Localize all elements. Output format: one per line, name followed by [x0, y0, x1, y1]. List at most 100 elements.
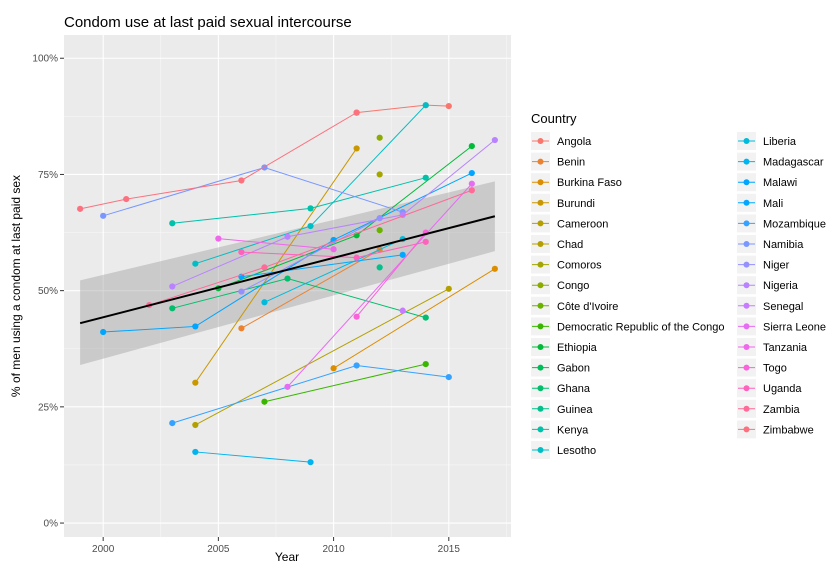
- series-group: [215, 235, 337, 253]
- legend-label: Cameroon: [557, 218, 608, 230]
- data-point: [192, 323, 199, 330]
- trend-line-layer: [79, 215, 496, 325]
- legend-label: Gabon: [557, 363, 590, 375]
- series-line: [194, 148, 358, 383]
- chart-title: Condom use at last paid sexual intercour…: [64, 14, 352, 31]
- data-point: [353, 362, 360, 369]
- legend-item: Côte d'Ivoire: [531, 296, 618, 315]
- legend-label: Mozambique: [763, 218, 826, 230]
- legend-item: Senegal: [737, 296, 803, 315]
- legend-label: Nigeria: [763, 280, 799, 292]
- legend-key-point: [537, 179, 544, 186]
- legend-key-point: [743, 158, 750, 165]
- y-tick-label: 0%: [44, 519, 59, 530]
- data-point: [445, 285, 452, 292]
- legend-label: Zambia: [763, 404, 801, 416]
- legend-item: Zimbabwe: [737, 420, 814, 439]
- legend-item: Liberia: [737, 132, 797, 150]
- legend-key-point: [743, 282, 750, 289]
- confidence-band-layer: [80, 181, 495, 366]
- series-group: [376, 134, 383, 141]
- legend-label: Democratic Republic of the Congo: [557, 321, 725, 333]
- data-point: [284, 275, 291, 282]
- legend-label: Mali: [763, 198, 783, 210]
- data-point: [468, 142, 475, 150]
- data-point: [376, 171, 383, 178]
- data-point: [284, 233, 291, 240]
- legend-item: Togo: [737, 358, 787, 377]
- data-point: [399, 251, 406, 258]
- series-group: [169, 362, 452, 427]
- legend-key-point: [537, 364, 544, 371]
- legend-key-point: [537, 344, 544, 350]
- legend-label: Togo: [763, 363, 787, 375]
- data-point: [284, 383, 291, 390]
- legend-item: Ghana: [531, 379, 591, 398]
- legend-label: Madagascar: [763, 157, 824, 169]
- series-group: [284, 180, 475, 390]
- series-group: [238, 251, 406, 280]
- series-group: [376, 264, 383, 271]
- legend-label: Ethiopia: [557, 342, 598, 354]
- legend-key-point: [537, 261, 544, 268]
- x-tick-label: 2015: [438, 544, 461, 555]
- legend-label: Zimbabwe: [763, 424, 814, 436]
- series-group: [376, 171, 383, 178]
- legend-item: Uganda: [737, 379, 802, 398]
- legend-item: Malawi: [737, 173, 797, 192]
- legend-key-point: [537, 323, 544, 330]
- data-point: [491, 265, 498, 272]
- series-group: [330, 265, 498, 372]
- legend-label: Lesotho: [557, 445, 596, 457]
- legend-item: Burundi: [531, 193, 595, 212]
- series-line: [287, 183, 473, 388]
- data-point: [123, 195, 130, 203]
- y-tick-label: 75%: [38, 170, 58, 181]
- legend-item: Tanzania: [737, 338, 808, 356]
- legend-label: Burundi: [557, 198, 595, 210]
- legend-item: Angola: [531, 132, 592, 150]
- legend-label: Senegal: [763, 301, 803, 313]
- legend-key-point: [537, 220, 544, 227]
- legend-key-point: [537, 282, 544, 289]
- data-point: [307, 205, 314, 212]
- legend-label: Namibia: [763, 239, 804, 251]
- series-group: [77, 109, 360, 212]
- legend-item: Madagascar: [737, 152, 824, 171]
- x-tick-label: 2000: [92, 544, 115, 555]
- x-tick-label: 2010: [322, 544, 345, 555]
- data-point: [100, 212, 107, 219]
- confidence-band: [80, 181, 495, 366]
- legend-label: Sierra Leone: [763, 321, 826, 333]
- series-group: [192, 102, 429, 267]
- data-point: [422, 360, 429, 368]
- data-point: [468, 187, 475, 194]
- legend-label: Liberia: [763, 136, 797, 148]
- legend-key-point: [537, 158, 544, 165]
- series-group: [169, 136, 498, 290]
- data-point: [330, 246, 337, 253]
- legend-key-point: [743, 426, 750, 433]
- legend-label: Guinea: [557, 404, 593, 416]
- series-line: [241, 217, 380, 293]
- legend-item: Niger: [737, 255, 790, 274]
- series-group: [399, 307, 406, 314]
- legend-label: Uganda: [763, 383, 802, 395]
- data-point: [238, 248, 245, 256]
- legend-key-point: [743, 179, 750, 186]
- legend-label: Niger: [763, 260, 790, 272]
- data-point: [376, 215, 383, 222]
- legend-key-point: [743, 261, 750, 268]
- legend-key-point: [743, 138, 750, 144]
- data-point: [238, 177, 245, 184]
- series-group: [100, 169, 475, 336]
- y-tick-label: 50%: [38, 286, 58, 297]
- y-tick-label: 100%: [32, 54, 58, 65]
- data-point: [445, 374, 452, 381]
- data-point: [192, 260, 199, 267]
- legend-key-point: [537, 385, 544, 392]
- data-point: [215, 235, 222, 242]
- legend-item: Mali: [737, 193, 783, 212]
- legend-key-point: [743, 385, 750, 392]
